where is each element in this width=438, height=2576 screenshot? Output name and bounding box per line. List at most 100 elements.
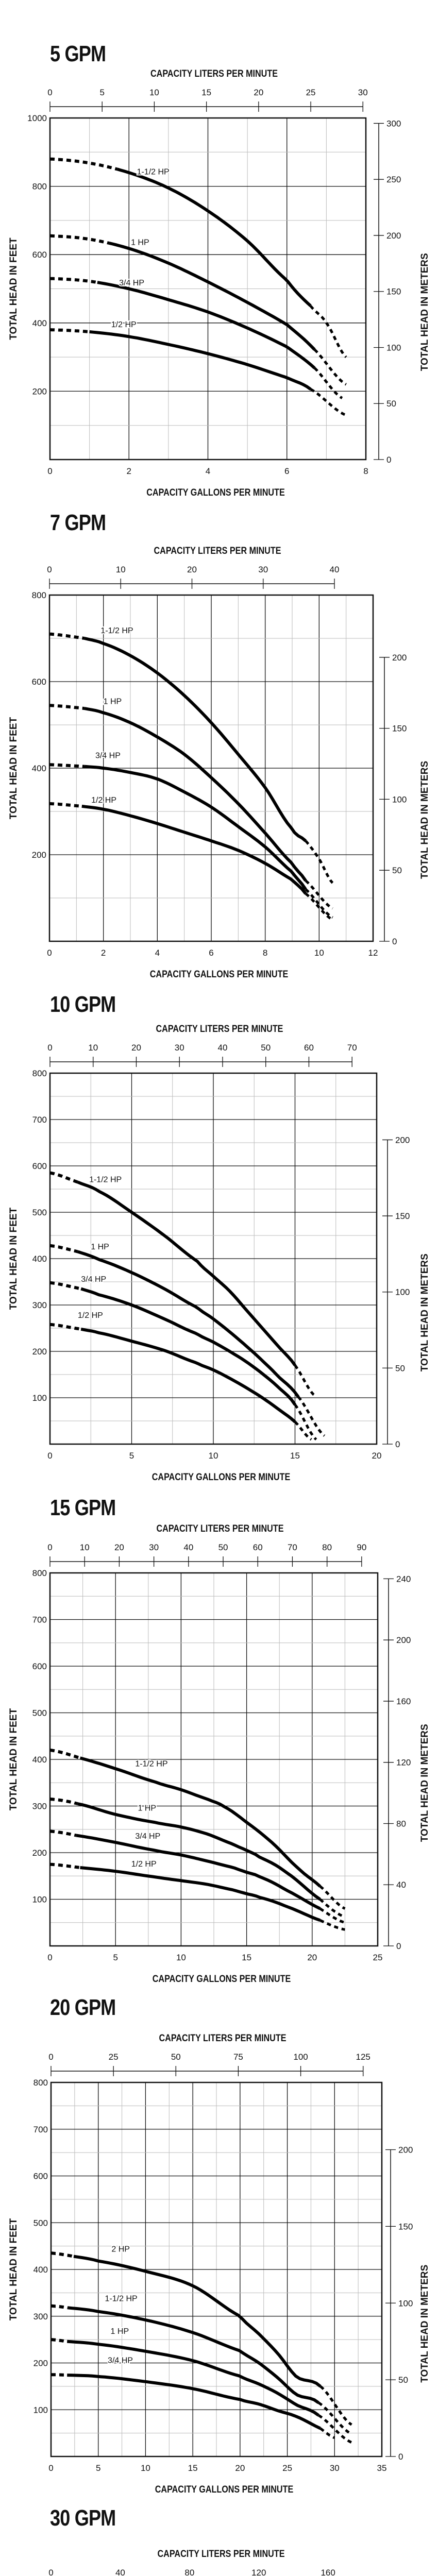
svg-text:50: 50 [386, 399, 396, 409]
svg-text:400: 400 [32, 318, 47, 328]
svg-text:5: 5 [129, 1451, 134, 1461]
x2-axis-lpm: 0 10 20 30 40 CAPACITY LITERS PER MINUTE [47, 545, 339, 589]
svg-text:800: 800 [32, 590, 46, 600]
svg-text:150: 150 [386, 287, 401, 297]
chart-title: 5 GPM [50, 41, 106, 66]
x-axis-gpm: 0 5 10 15 20 25 CAPACITY GALLONS PER MINUTE [47, 1953, 382, 1984]
svg-text:50: 50 [392, 866, 402, 875]
hp-curve: 1 HP [49, 1797, 346, 1919]
x2-axis-lpm: 0 5 10 15 20 25 30 CAPACITY LITERS PER MINUTE [47, 68, 368, 112]
curve-label: 3/4 HP [135, 1832, 160, 1841]
y2-axis-title: TOTAL HEAD IN METERS [419, 253, 430, 371]
svg-text:0: 0 [398, 2452, 403, 2462]
svg-text:10: 10 [176, 1953, 186, 1962]
y-axis-feet: 200 400 600 800 TOTAL HEAD IN FEET [8, 590, 46, 860]
y2-axis-meters: 0 50 100 150 200 TOTAL HEAD IN METERS [385, 2145, 430, 2462]
svg-text:600: 600 [32, 1662, 47, 1671]
svg-text:800: 800 [33, 2078, 48, 2088]
y2-axis-title: TOTAL HEAD IN METERS [419, 761, 430, 879]
svg-text:2: 2 [127, 466, 131, 476]
svg-text:0: 0 [386, 455, 391, 465]
svg-text:800: 800 [32, 1568, 47, 1578]
svg-text:240: 240 [396, 1574, 411, 1584]
svg-text:0: 0 [47, 1043, 52, 1053]
svg-text:1000: 1000 [27, 113, 47, 123]
chart-title: 10 GPM [50, 992, 116, 1017]
svg-text:0: 0 [47, 1543, 52, 1552]
chart-title: 20 GPM [50, 1995, 116, 2020]
svg-text:0: 0 [48, 2463, 53, 2473]
svg-text:20: 20 [307, 1953, 317, 1962]
svg-text:200: 200 [33, 2359, 48, 2368]
svg-text:80: 80 [184, 2568, 194, 2576]
y2-axis-meters: 0 40 80 120 160 200 240 TOTAL HEAD IN METERS [383, 1574, 430, 1951]
svg-text:40: 40 [330, 565, 340, 574]
svg-text:150: 150 [395, 1211, 410, 1221]
svg-text:400: 400 [32, 1755, 47, 1765]
y-axis-feet: 100 200 300 400 500 600 700 800 TOTAL HEAD IN FE… [8, 1069, 47, 1403]
svg-text:400: 400 [32, 764, 46, 773]
hp-curve: 3/4 HP [51, 2355, 335, 2439]
svg-text:0: 0 [396, 1941, 401, 1951]
svg-text:30: 30 [258, 565, 268, 574]
svg-text:15: 15 [201, 88, 211, 97]
curve-label: 1 HP [104, 698, 122, 706]
svg-text:100: 100 [32, 1895, 47, 1905]
grid [49, 595, 373, 941]
curve-label: 3/4 HP [108, 2357, 133, 2365]
y-axis-title: TOTAL HEAD IN FEET [8, 2218, 19, 2320]
x2-axis-title: CAPACITY LITERS PER MINUTE [159, 2032, 287, 2044]
svg-text:125: 125 [356, 2052, 370, 2062]
svg-text:50: 50 [218, 1543, 228, 1552]
y2-axis-title: TOTAL HEAD IN METERS [419, 2265, 430, 2383]
svg-text:15: 15 [242, 1953, 251, 1962]
x-axis-gpm: 0 5 10 15 20 CAPACITY GALLONS PER MINUTE [47, 1451, 381, 1482]
svg-text:0: 0 [47, 948, 52, 958]
hp-curve: 1/2 HP [49, 1859, 345, 1931]
x-axis-title: CAPACITY GALLONS PER MINUTE [152, 1471, 291, 1483]
x-axis-gpm: 0 5 10 15 20 25 30 35 CAPACITY GALLONS PER MINUT… [48, 2463, 386, 2495]
svg-text:700: 700 [32, 1615, 47, 1625]
svg-text:500: 500 [32, 1708, 47, 1718]
svg-text:100: 100 [386, 343, 401, 352]
svg-text:60: 60 [304, 1043, 314, 1053]
hp-curve: 1-1/2 HP [49, 1171, 316, 1397]
svg-text:90: 90 [357, 1543, 366, 1552]
hp-curve: 1-1/2 HP [49, 625, 334, 884]
chart-title: 30 GPM [50, 2505, 116, 2531]
svg-text:6: 6 [284, 466, 289, 476]
svg-text:35: 35 [377, 2463, 387, 2473]
x-axis-gpm: 0 2 4 6 8 10 12 CAPACITY GALLONS PER MINUTE [47, 948, 378, 979]
svg-text:100: 100 [395, 1287, 410, 1297]
svg-text:60: 60 [253, 1543, 263, 1552]
plot-frame [50, 2081, 383, 2458]
svg-text:25: 25 [306, 88, 316, 97]
y-axis-title: TOTAL HEAD IN FEET [8, 1708, 19, 1810]
hp-curve: 3/4 HP [50, 1829, 346, 1924]
svg-text:2: 2 [101, 948, 106, 958]
curve-label: 1/2 HP [78, 1311, 103, 1320]
y2-axis-meters: 0 50 100 150 200 TOTAL HEAD IN METERS [379, 653, 430, 946]
grid [50, 1073, 377, 1444]
svg-text:800: 800 [32, 1069, 47, 1078]
svg-text:25: 25 [373, 1953, 383, 1962]
svg-text:300: 300 [32, 1300, 47, 1310]
chart-title: 7 GPM [50, 510, 106, 535]
y2-axis-title: TOTAL HEAD IN METERS [419, 1253, 430, 1371]
svg-text:10: 10 [88, 1043, 98, 1053]
svg-text:700: 700 [33, 2125, 48, 2134]
x-axis-title: CAPACITY GALLONS PER MINUTE [146, 487, 285, 498]
svg-text:20: 20 [235, 2463, 245, 2473]
svg-text:150: 150 [392, 724, 407, 734]
svg-text:100: 100 [293, 2052, 308, 2062]
svg-text:20: 20 [372, 1451, 382, 1461]
svg-text:200: 200 [32, 386, 47, 396]
svg-text:200: 200 [398, 2145, 413, 2155]
svg-text:15: 15 [290, 1451, 300, 1461]
curve-label: 3/4 HP [95, 752, 121, 760]
hp-curve: 1/2 HP [49, 795, 333, 921]
svg-text:160: 160 [396, 1697, 411, 1706]
curve-label: 1/2 HP [131, 1860, 157, 1869]
svg-text:250: 250 [386, 175, 401, 184]
